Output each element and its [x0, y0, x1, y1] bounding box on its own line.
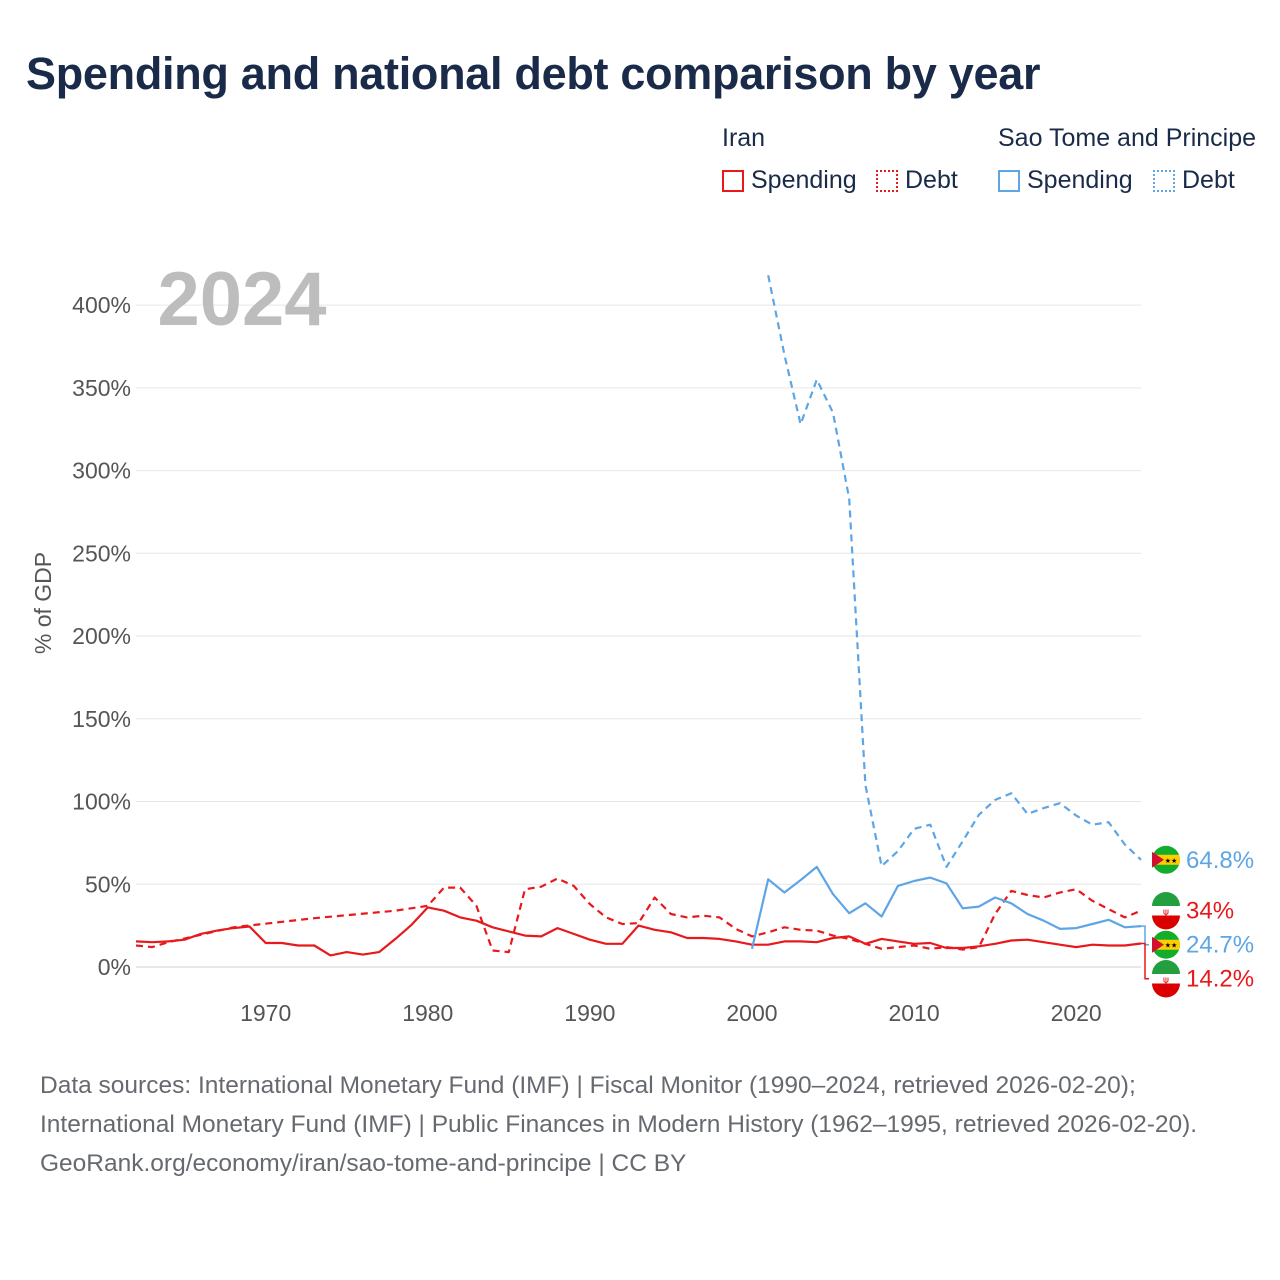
- end-labels: ★★ 64.8% ψ 34% ★★ 24.7% ψ 14.2%: [1141, 845, 1254, 998]
- legend-item-iran-debt[interactable]: Debt: [876, 166, 958, 195]
- end-value-label: 64.8%: [1186, 847, 1254, 874]
- grid: [136, 304, 1141, 968]
- series-line-iran-debt: [135, 877, 1142, 954]
- y-tick-label: 100%: [72, 789, 131, 815]
- sao-tome-flag-icon: ★★: [1152, 845, 1180, 874]
- legend-item-label: Spending: [751, 166, 857, 194]
- flag-red-triangle: [1152, 851, 1164, 868]
- end-value-label: 34%: [1186, 898, 1234, 925]
- footer: Data sources: International Monetary Fun…: [40, 1066, 1240, 1183]
- series-line-sao-tome-and-principe-spending: [750, 865, 1142, 950]
- y-tick-label: 50%: [85, 871, 131, 897]
- x-tick-label: 1980: [402, 1000, 453, 1026]
- label-connector: [1141, 925, 1149, 946]
- flag-stars: ★★: [1165, 942, 1178, 950]
- end-value-label: 24.7%: [1186, 932, 1254, 959]
- flag-red-band: [1152, 983, 1180, 998]
- legend-item-label: Spending: [1027, 166, 1133, 194]
- credit-link[interactable]: GeoRank.org/economy/iran/sao-tome-and-pr…: [40, 1150, 687, 1177]
- year-watermark: 2024: [157, 257, 326, 342]
- y-tick-label: 150%: [72, 706, 131, 732]
- solid-line-swatch-icon: [998, 169, 1020, 192]
- flag-red-triangle: [1152, 936, 1164, 953]
- legend-item-stp-spending[interactable]: Spending: [998, 166, 1133, 195]
- x-tick-label: 1970: [240, 1000, 291, 1026]
- y-tick-label: 400%: [72, 292, 131, 318]
- flag-emblem: ψ: [1163, 908, 1169, 918]
- x-tick-label: 2010: [888, 1000, 939, 1026]
- legend-group-title: Sao Tome and Principe: [998, 124, 1257, 152]
- series-line-iran-spending: [135, 906, 1142, 957]
- legend-item-label: Debt: [905, 166, 958, 194]
- line-chart: 2024 0% 50% 100% 150% 200% 250% 300% 350% 400% 1…: [30, 257, 1254, 1026]
- solid-line-swatch-icon: [722, 169, 744, 192]
- series-line-sao-tome-and-principe-debt: [767, 275, 1142, 868]
- end-value-label: 14.2%: [1186, 966, 1254, 993]
- legend-item-iran-spending[interactable]: Spending: [722, 166, 857, 195]
- x-axis: 1970 1980 1990 2000 2010 2020: [240, 1000, 1102, 1026]
- y-tick-label: 0%: [98, 954, 131, 980]
- x-tick-label: 2000: [726, 1000, 777, 1026]
- flag-yellow-band: [1152, 939, 1180, 950]
- y-tick-label: 350%: [72, 375, 131, 401]
- flag-stars: ★★: [1165, 857, 1178, 865]
- flag-red-band: [1152, 915, 1180, 930]
- flag-green-band: [1152, 892, 1180, 907]
- sao-tome-flag-icon: ★★: [1152, 930, 1180, 959]
- flag-yellow-band: [1152, 854, 1180, 865]
- y-tick-label: 250%: [72, 540, 131, 566]
- flag-emblem: ψ: [1163, 976, 1169, 986]
- y-axis: 0% 50% 100% 150% 200% 250% 300% 350% 400%: [72, 292, 131, 980]
- iran-flag-icon: ψ: [1152, 892, 1180, 930]
- y-tick-label: 200%: [72, 623, 131, 649]
- legend-item-stp-debt[interactable]: Debt: [1153, 166, 1235, 195]
- legend-group-title: Iran: [722, 124, 766, 152]
- flag-green-band: [1152, 960, 1180, 975]
- x-tick-label: 2020: [1051, 1000, 1102, 1026]
- iran-flag-icon: ψ: [1152, 960, 1180, 998]
- dotted-line-swatch-icon: [876, 169, 898, 192]
- label-connector: [1141, 942, 1149, 980]
- dotted-line-swatch-icon: [1153, 169, 1175, 192]
- series-group: [135, 275, 1142, 957]
- x-tick-label: 1990: [564, 1000, 615, 1026]
- legend-item-label: Debt: [1182, 166, 1235, 194]
- chart-title: Spending and national debt comparison by…: [26, 48, 1041, 99]
- y-tick-label: 300%: [72, 458, 131, 484]
- data-sources: Data sources: International Monetary Fun…: [40, 1072, 1198, 1138]
- y-axis-title: % of GDP: [30, 552, 56, 654]
